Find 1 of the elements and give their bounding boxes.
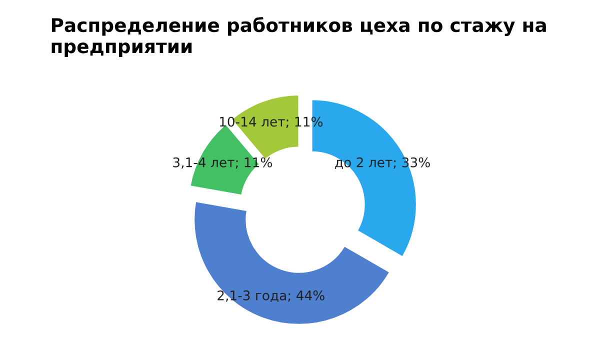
chart-title: Распределение работников цеха по стажу на предприятии <box>52 17 546 57</box>
